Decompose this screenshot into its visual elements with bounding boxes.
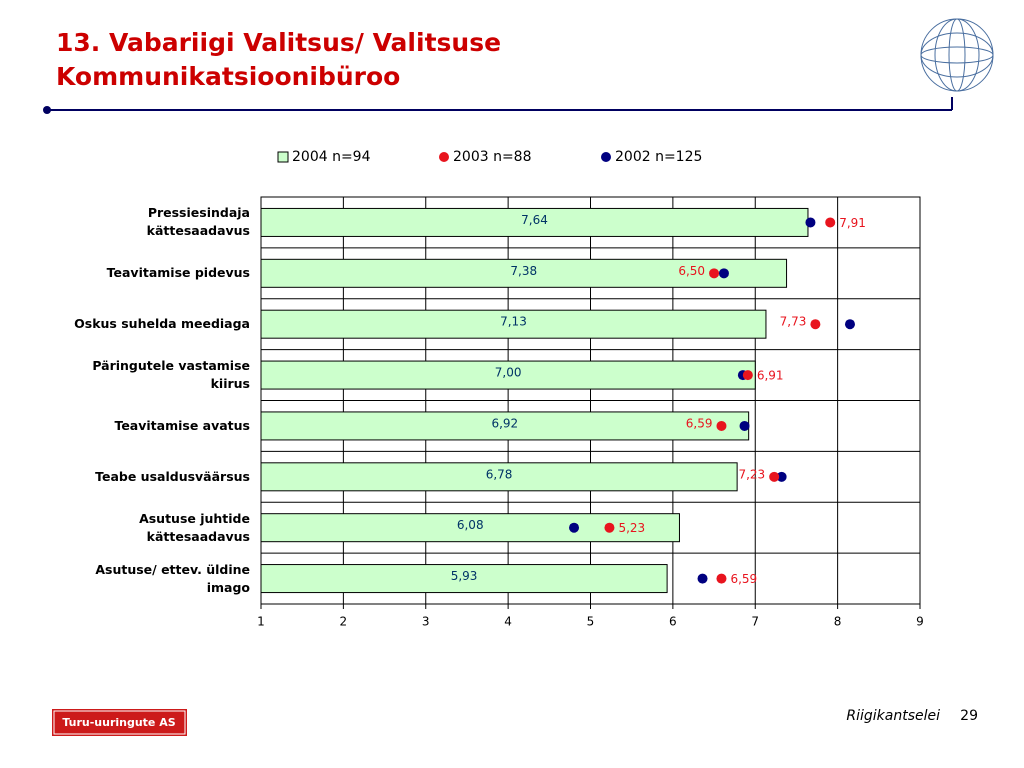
x-tick-label: 5 [587, 615, 595, 629]
dot-2002 [844, 319, 855, 330]
logo-box [52, 709, 187, 736]
globe-logo [920, 18, 994, 92]
dot-2003 [769, 471, 780, 482]
bar [260, 564, 668, 594]
dot-value-label: 6,91 [757, 369, 784, 383]
y-tick-label: Päringutele vastamise kiirus [92, 358, 250, 392]
bar-value-label: 7,13 [500, 315, 527, 329]
x-tick-label: 1 [257, 615, 265, 629]
rule-dot [43, 106, 51, 114]
y-tick-label: Asutuse/ ettev. üldine imago [95, 561, 250, 595]
legend-swatch [277, 151, 289, 163]
dot-2003 [825, 217, 836, 228]
bar-value-label: 6,92 [491, 416, 518, 430]
page-number: 29 [960, 708, 978, 724]
dot-value-label: 5,23 [618, 521, 645, 535]
dot-value-label: 7,23 [738, 467, 765, 481]
x-tick-label: 9 [916, 615, 924, 629]
legend-label: 2002 n=125 [615, 149, 702, 165]
bar [260, 207, 809, 237]
y-tick-label: Teavitamise pidevus [106, 265, 250, 281]
x-tick-label: 3 [422, 615, 430, 629]
title-line: Kommunikatsioonibüroo [56, 62, 401, 91]
y-tick-label: Asutuse juhtide kättesaadavus [139, 510, 250, 544]
x-tick-label: 8 [834, 615, 842, 629]
dot-value-label: 7,91 [839, 216, 866, 230]
bar-value-label: 7,64 [521, 213, 548, 227]
bar [260, 309, 767, 339]
x-tick-label: 6 [669, 615, 677, 629]
x-tick-label: 7 [751, 615, 759, 629]
x-tick-label: 2 [340, 615, 348, 629]
bar-value-label: 5,93 [451, 569, 478, 583]
x-tick-label: 4 [504, 615, 512, 629]
dot-value-label: 6,59 [686, 416, 713, 430]
dot-2003 [742, 370, 753, 381]
dot-2002 [697, 573, 708, 584]
dot-2003 [716, 573, 727, 584]
dot-2003 [810, 319, 821, 330]
dot-2002 [569, 522, 580, 533]
legend-swatch [439, 152, 449, 162]
legend-label: 2004 n=94 [292, 149, 371, 165]
bar-value-label: 6,78 [486, 467, 513, 481]
dot-value-label: 6,59 [730, 572, 757, 586]
dot-2003 [604, 522, 615, 533]
dot-2002 [718, 268, 729, 279]
footer-source: Riigikantselei [846, 708, 940, 724]
dot-2002 [776, 471, 787, 482]
y-tick-label: Pressiesindaja kättesaadavus [146, 205, 250, 239]
y-tick-label: Teavitamise avatus [114, 417, 250, 433]
y-tick-label: Teabe usaldusväärsus [95, 468, 250, 484]
y-tick-label: Oskus suhelda meediaga [74, 316, 250, 332]
title-line: 13. Vabariigi Valitsus/ Valitsuse [56, 28, 502, 57]
bar [260, 258, 788, 288]
logo-border [53, 710, 186, 735]
dot-2002 [805, 217, 816, 228]
bar-value-label: 6,08 [457, 518, 484, 532]
dot-2002 [739, 420, 750, 431]
bar-value-label: 7,38 [510, 264, 537, 278]
logo-text: Turu-uuringute AS [62, 716, 175, 729]
dot-value-label: 7,73 [780, 315, 807, 329]
dot-2003 [709, 268, 720, 279]
bar [260, 462, 738, 492]
legend-swatch [601, 152, 611, 162]
legend-label: 2003 n=88 [453, 149, 532, 165]
bar-value-label: 7,00 [495, 366, 522, 380]
bar [260, 360, 756, 390]
dot-2003 [716, 420, 727, 431]
dot-value-label: 6,50 [678, 264, 705, 278]
